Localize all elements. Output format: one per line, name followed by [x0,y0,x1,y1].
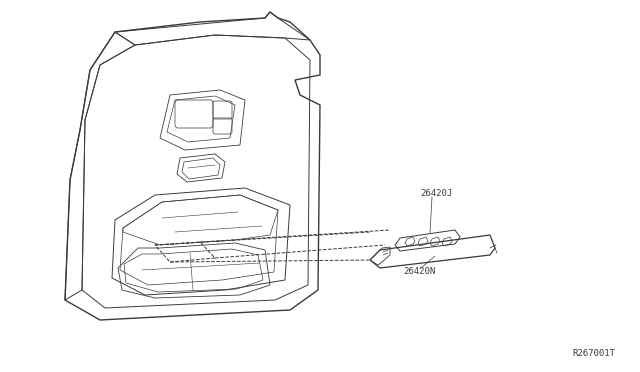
Text: R267001T: R267001T [572,349,615,358]
Text: 26420N: 26420N [403,267,435,276]
Text: 26420J: 26420J [420,189,452,198]
